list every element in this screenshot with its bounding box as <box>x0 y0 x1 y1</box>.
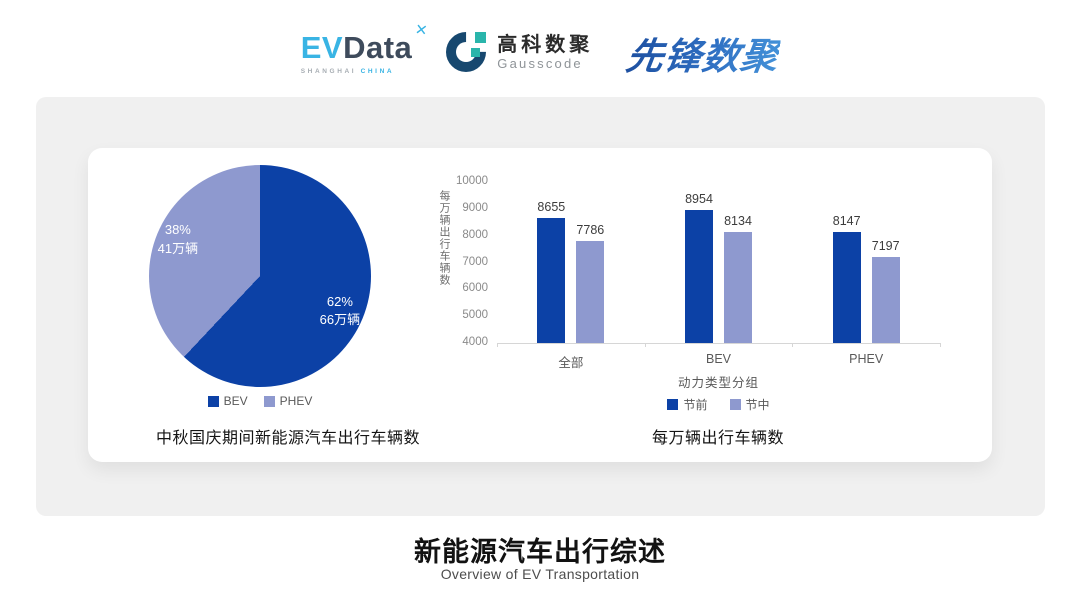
page-subtitle: Overview of EV Transportation <box>440 566 640 582</box>
charts-card: 62% 66万辆 38% 41万辆 BEV PHEV 中秋国庆期间新能源汽车出行车辆数 … <box>88 148 992 462</box>
x-spark-icon: ✕ <box>414 20 430 40</box>
evdata-ev-text: EV <box>300 29 344 65</box>
legend-swatch <box>729 399 741 410</box>
g-square <box>475 32 487 43</box>
evdata-logo: EVData ✕ SHANGHAI CHINA <box>300 21 430 75</box>
y-tick-label: 10000 <box>456 175 488 187</box>
legend-label: 节中 <box>745 398 770 412</box>
bar-节前-BEV <box>685 210 713 343</box>
legend-label: BEV <box>223 394 248 408</box>
legend-label: PHEV <box>279 394 313 408</box>
bar-value-label: 8147 <box>832 213 861 228</box>
logo-bar: EVData ✕ SHANGHAI CHINA 高科数聚 Gausscode 先… <box>0 18 1080 88</box>
bar-value-label: 7786 <box>576 223 605 238</box>
bar-legend: 节前 节中 <box>497 396 940 413</box>
evdata-data-text: Data <box>343 29 413 65</box>
x-category-label: 全部 <box>558 356 584 370</box>
pie-legend-item: PHEV <box>263 394 313 408</box>
bar-节前-全部 <box>537 218 566 343</box>
gausscode-text: 高科数聚 Gausscode <box>497 34 593 72</box>
pie-graphic: 62% 66万辆 38% 41万辆 <box>149 165 371 387</box>
gausscode-g-icon <box>437 23 495 81</box>
evdata-sub-shanghai: SHANGHAI <box>300 67 357 75</box>
bar-节中-BEV <box>724 232 752 343</box>
bar-节中-PHEV <box>871 257 900 343</box>
bar-x-axis-label: 动力类型分组 <box>677 376 759 390</box>
y-tick-label: 4000 <box>462 336 488 348</box>
g-bar <box>471 48 481 57</box>
legend-swatch <box>263 395 275 407</box>
gausscode-en: Gausscode <box>497 56 583 72</box>
pie-legend: BEV PHEV <box>88 394 432 408</box>
bar-chart-title: 每万辆出行车辆数 <box>651 430 784 447</box>
bar-value-label: 8655 <box>537 200 566 215</box>
x-axis-tick <box>644 343 646 347</box>
evdata-sub-china: CHINA <box>360 67 395 75</box>
pie-slice-label: 38% 41万辆 <box>158 222 198 260</box>
pie-slice-percent: 62% <box>326 293 353 309</box>
bar-legend-item: 节前 <box>667 396 708 413</box>
legend-swatch <box>207 395 219 407</box>
bar-value-label: 8954 <box>685 192 713 207</box>
pie-slice-percent: 38% <box>164 222 191 238</box>
x-axis-line <box>497 343 940 344</box>
gausscode-logo: 高科数聚 Gausscode <box>437 23 593 81</box>
bar-value-label: 8134 <box>724 214 752 229</box>
pie-chart-title: 中秋国庆期间新能源汽车出行车辆数 <box>155 430 420 447</box>
bar-节中-全部 <box>576 241 605 343</box>
gausscode-cn: 高科数聚 <box>497 34 594 57</box>
pie-legend-item: BEV <box>207 394 248 408</box>
y-tick-label: 5000 <box>462 309 488 322</box>
legend-swatch <box>667 399 679 410</box>
x-axis-tick <box>940 343 941 347</box>
pie-slice-value: 66万辆 <box>319 312 361 328</box>
x-category-label: PHEV <box>849 352 884 366</box>
legend-label: 节前 <box>683 398 708 412</box>
pie-slice-value: 41万辆 <box>157 241 199 257</box>
x-axis-tick <box>497 343 498 347</box>
charts-panel: 62% 66万辆 38% 41万辆 BEV PHEV 中秋国庆期间新能源汽车出行车辆数 … <box>36 97 1045 516</box>
x-axis-tick <box>792 343 794 347</box>
pie-slice-label: 62% 66万辆 <box>320 293 360 331</box>
evdata-subtitle: SHANGHAI CHINA <box>301 68 408 75</box>
bar-chart: 每万辆出行车辆数 每万辆出行车辆数 4000 5000 6000 7000 8000 90… <box>428 148 992 462</box>
page-title: 新能源汽车出行综述 <box>414 537 666 567</box>
bar-节前-PHEV <box>832 231 861 343</box>
bar-y-axis-label: 每万辆出行车辆数 <box>438 190 450 286</box>
y-tick-label: 6000 <box>462 282 488 295</box>
y-tick-label: 8000 <box>462 228 488 241</box>
x-category-label: BEV <box>705 352 731 366</box>
y-tick-label: 9000 <box>462 201 488 214</box>
pie-chart: 62% 66万辆 38% 41万辆 BEV PHEV 中秋国庆期间新能源汽车出行车辆数 <box>88 148 488 462</box>
bar-legend-item: 节中 <box>729 396 770 413</box>
y-tick-label: 7000 <box>462 255 488 268</box>
evdata-wordmark: EVData ✕ <box>300 21 430 65</box>
pioneer-logo: 先锋数聚 <box>623 26 783 80</box>
bar-value-label: 7197 <box>871 239 900 254</box>
